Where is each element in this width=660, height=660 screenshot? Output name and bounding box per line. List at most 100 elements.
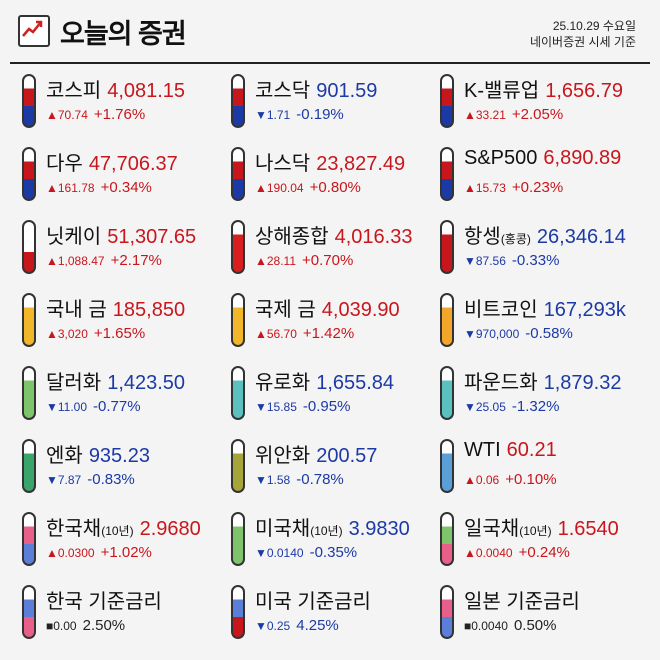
- item-percent: -0.83%: [87, 471, 135, 488]
- item-percent: +1.02%: [100, 544, 152, 561]
- item-title: WTI 60.21: [464, 439, 557, 462]
- item-name: 코스닥: [255, 80, 311, 102]
- market-item: 코스피 4,081.15 ▲70.74 +1.76%: [10, 72, 216, 145]
- korea-flag-icon: [440, 74, 454, 128]
- item-name: WTI: [464, 439, 501, 461]
- item-change: ▲0.0040: [464, 546, 513, 560]
- japan-flag-icon: [22, 220, 36, 274]
- item-title: 한국채(10년) 2.9680: [46, 512, 201, 541]
- item-change: ▼25.05: [464, 400, 506, 414]
- item-percent: +2.05%: [511, 106, 564, 123]
- item-change: ▼15.85: [255, 400, 297, 414]
- chart-trend-icon: [18, 15, 50, 47]
- market-item: 미국채(10년) 3.9830 ▼0.0140 -0.35%: [219, 510, 425, 583]
- item-name: S&P500: [464, 147, 538, 169]
- item-price: 200.57: [316, 445, 378, 467]
- item-price: 901.59: [316, 80, 378, 102]
- item-change-row: ▲33.21 +2.05%: [464, 106, 563, 123]
- item-price: 47,706.37: [88, 153, 178, 175]
- item-title: 나스닥 23,827.49: [255, 147, 405, 176]
- market-item: 위안화 200.57 ▼1.58 -0.78%: [219, 437, 425, 510]
- item-percent: -0.95%: [302, 398, 351, 415]
- item-percent: +1.65%: [93, 325, 146, 342]
- item-percent: +0.70%: [302, 252, 354, 269]
- pound-bill-icon: [440, 366, 454, 420]
- item-price: 1,656.79: [545, 80, 624, 102]
- item-name: 파운드화: [464, 372, 538, 394]
- market-item: 파운드화 1,879.32 ▼25.05 -1.32%: [428, 364, 634, 437]
- dollar-bill-icon: [22, 366, 36, 420]
- item-change-row: ▲0.0040 +0.24%: [464, 544, 570, 561]
- market-grid: 코스피 4,081.15 ▲70.74 +1.76% 코스닥 901.59 ▼1.71 -0.…: [10, 72, 650, 656]
- item-name: 나스닥: [255, 153, 311, 175]
- item-percent: +1.42%: [302, 325, 355, 342]
- market-item: S&P500 6,890.89 ▲15.73 +0.23%: [428, 145, 634, 218]
- item-price: 51,307.65: [107, 226, 197, 248]
- market-item: 닛케이 51,307.65 ▲1,088.47 +2.17%: [10, 218, 216, 291]
- item-change-row: ▼25.05 -1.32%: [464, 398, 559, 415]
- us-flag-icon: [231, 147, 245, 201]
- item-change: ▼0.0140: [255, 546, 304, 560]
- item-title: 코스피 4,081.15: [46, 74, 185, 103]
- item-title: 한국 기준금리: [46, 585, 162, 614]
- item-percent: -0.33%: [511, 252, 560, 269]
- item-percent: 0.50%: [513, 617, 557, 634]
- item-title: 일본 기준금리: [464, 585, 580, 614]
- item-name: 한국채: [46, 518, 102, 540]
- item-change: ▲70.74: [46, 108, 88, 122]
- item-price: 1,423.50: [107, 372, 186, 394]
- item-price: 185,850: [112, 299, 186, 321]
- item-price: 167,293k: [543, 299, 626, 321]
- bank-building-icon: [22, 585, 36, 639]
- item-title: 달러화 1,423.50: [46, 366, 185, 395]
- item-change: ▼0.25: [255, 619, 291, 633]
- item-change-row: ▼7.87 -0.83%: [46, 471, 135, 488]
- yuan-bill-icon: [231, 439, 245, 493]
- item-percent: -0.77%: [93, 398, 141, 415]
- item-change: ▲56.70: [255, 327, 297, 341]
- item-title: 위안화 200.57: [255, 439, 377, 468]
- item-title: 유로화 1,655.84: [255, 366, 394, 395]
- item-title: 일국채(10년) 1.6540: [464, 512, 619, 541]
- item-change-row: ▼1.71 -0.19%: [255, 106, 344, 123]
- item-price: 4,039.90: [321, 299, 400, 321]
- market-item: 달러화 1,423.50 ▼11.00 -0.77%: [10, 364, 216, 437]
- item-price: 23,827.49: [316, 153, 406, 175]
- item-change-row: ▼1.58 -0.78%: [255, 471, 344, 488]
- item-change-row: ■0.00 2.50%: [46, 617, 125, 634]
- item-change: ▼11.00: [46, 400, 88, 414]
- item-change: ■0.0040: [464, 619, 508, 633]
- source-text: 네이버증권 시세 기준: [529, 35, 636, 49]
- item-percent: -0.35%: [309, 544, 358, 561]
- item-name: 일본 기준금리: [464, 591, 580, 613]
- item-name: 다우: [46, 153, 83, 175]
- date-text: 25.10.29 수요일: [552, 19, 636, 33]
- item-subname: (10년): [519, 524, 552, 538]
- gold-bar-icon: [22, 293, 36, 347]
- item-title: 미국 기준금리: [255, 585, 371, 614]
- item-name: 달러화: [46, 372, 102, 394]
- item-change-row: ▲15.73 +0.23%: [464, 179, 563, 196]
- item-price: 4,081.15: [107, 80, 186, 102]
- item-name: 코스피: [46, 80, 102, 102]
- bitcoin-icon: [440, 293, 454, 347]
- item-name: 항셍: [464, 226, 501, 248]
- item-change-row: ▼15.85 -0.95%: [255, 398, 350, 415]
- item-name: K-밸류업: [464, 80, 540, 102]
- item-change-row: ▲0.0300 +1.02%: [46, 544, 152, 561]
- market-item: 국내 금 185,850 ▲3,020 +1.65%: [10, 291, 216, 364]
- item-percent: +1.76%: [93, 106, 146, 123]
- item-percent: +0.10%: [505, 471, 557, 488]
- yen-bill-icon: [22, 439, 36, 493]
- item-change-row: ▲1,088.47 +2.17%: [46, 252, 162, 269]
- item-name: 유로화: [255, 372, 311, 394]
- item-title: 상해종합 4,016.33: [255, 220, 412, 249]
- item-change-row: ▼0.0140 -0.35%: [255, 544, 357, 561]
- item-price: 6,890.89: [543, 147, 622, 169]
- market-item: 국제 금 4,039.90 ▲56.70 +1.42%: [219, 291, 425, 364]
- hongkong-flag-icon: [440, 220, 454, 274]
- item-change: ▼970,000: [464, 327, 520, 341]
- item-percent: +0.80%: [309, 179, 361, 196]
- item-change-row: ▲190.04 +0.80%: [255, 179, 361, 196]
